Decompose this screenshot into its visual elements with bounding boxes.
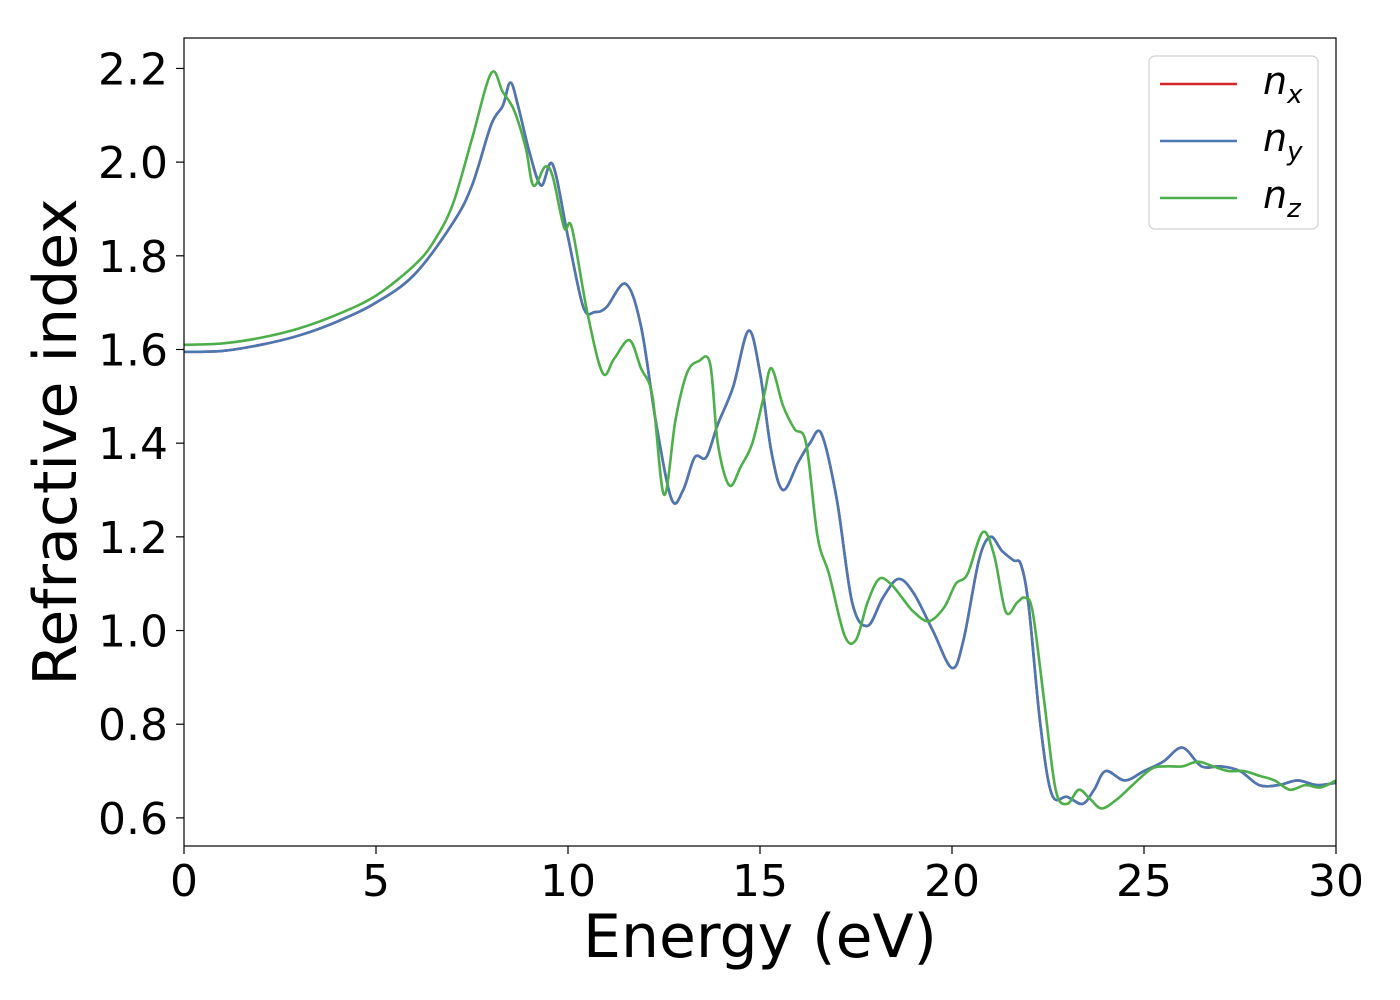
x-axis: 0 5 10 15 20 25 30 <box>170 846 1364 907</box>
x-tick-label: 20 <box>924 856 980 907</box>
y-tick-label: 1.6 <box>98 325 168 376</box>
y-tick-label: 1.4 <box>98 419 168 470</box>
x-tick-label: 30 <box>1308 856 1364 907</box>
x-tick-label: 0 <box>170 856 198 907</box>
legend-label-base: n <box>1263 59 1287 103</box>
y-tick-label: 0.6 <box>98 794 168 845</box>
x-tick-label: 5 <box>362 856 390 907</box>
legend-label-y: ny <box>1263 116 1303 167</box>
y-tick-label: 1.2 <box>98 513 168 564</box>
legend-label-base: n <box>1263 116 1287 160</box>
legend-box <box>1148 55 1319 230</box>
y-axis-label: Refractive index <box>21 198 91 685</box>
legend-label-x: nx <box>1263 59 1303 110</box>
legend-label-subscript: y <box>1286 137 1303 167</box>
series-line-z <box>184 70 1336 810</box>
y-axis: 0.6 0.8 1.0 1.2 1.4 1.6 1.8 2.0 2.2 <box>98 44 184 845</box>
y-tick-label: 1.0 <box>98 607 168 658</box>
series-layer <box>184 70 1336 810</box>
legend-label-base: n <box>1263 173 1287 217</box>
y-tick-label: 2.0 <box>98 138 168 189</box>
y-tick-label: 2.2 <box>98 44 168 95</box>
x-axis-label: Energy (eV) <box>583 902 937 972</box>
y-tick-label: 1.8 <box>98 232 168 283</box>
x-tick-label: 15 <box>732 856 788 907</box>
x-tick-label: 25 <box>1116 856 1172 907</box>
legend-label-z: nz <box>1263 173 1302 224</box>
x-tick-label: 10 <box>540 856 596 907</box>
series-line-y <box>184 81 1336 806</box>
legend-label-subscript: x <box>1286 80 1303 110</box>
y-tick-label: 0.8 <box>98 700 168 751</box>
legend-label-subscript: z <box>1286 194 1302 224</box>
